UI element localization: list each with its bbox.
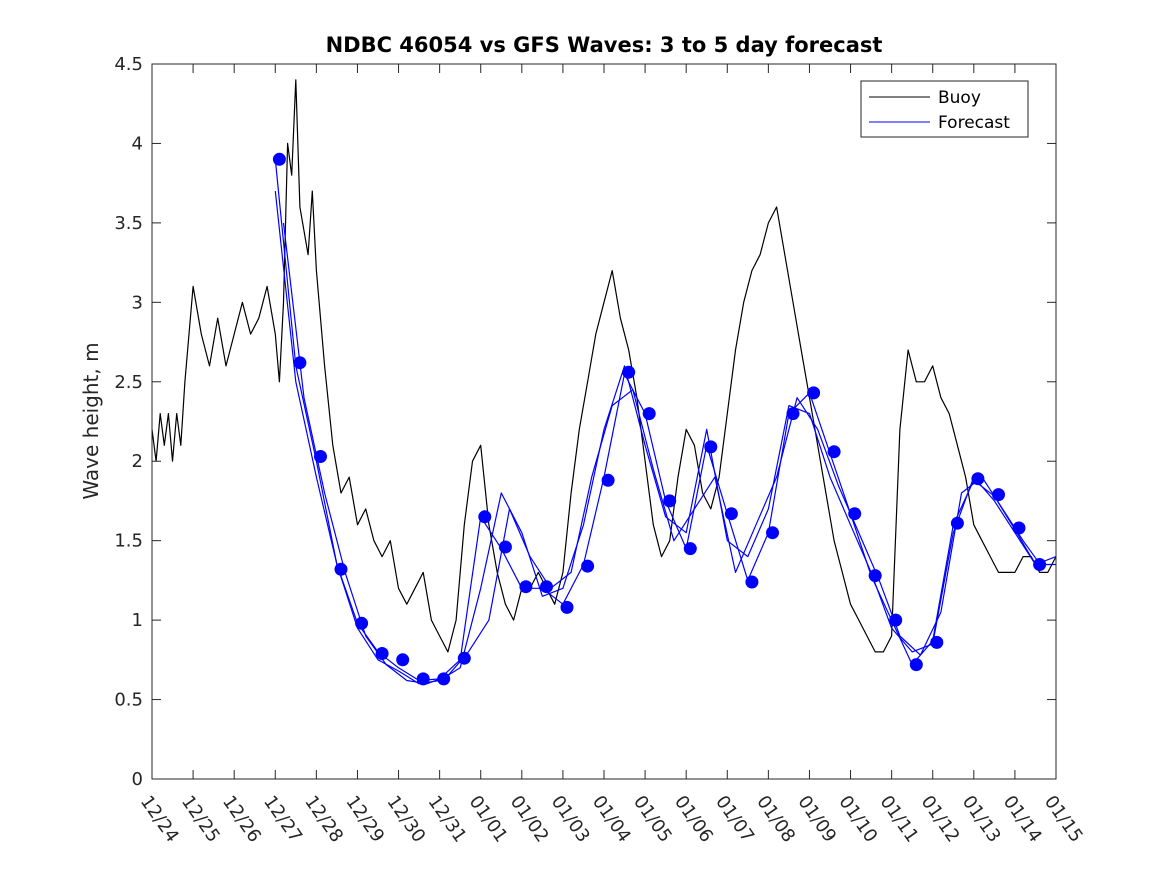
y-axis: 0 0.5 1 1.5 2 2.5 3 3.5 4 4.5 xyxy=(114,54,1056,790)
forecast-marker xyxy=(724,507,738,521)
series-line-3 xyxy=(282,222,1045,685)
y-tick-label: 2 xyxy=(132,451,143,472)
forecast-marker xyxy=(601,473,615,487)
plot-area xyxy=(151,79,1057,686)
forecast-marker xyxy=(334,562,348,576)
forecast-marker xyxy=(807,386,821,400)
forecast-marker xyxy=(437,672,451,686)
forecast-marker xyxy=(889,613,903,627)
legend: Buoy Forecast xyxy=(860,80,1029,138)
forecast-marker xyxy=(622,365,636,379)
forecast-marker xyxy=(457,651,471,665)
y-tick-label: 0 xyxy=(132,769,143,790)
series-line-2 xyxy=(274,191,1056,685)
legend-label-forecast: Forecast xyxy=(938,113,1010,133)
forecast-marker xyxy=(827,445,841,459)
forecast-marker xyxy=(1033,558,1047,571)
forecast-marker xyxy=(971,472,985,486)
legend-box xyxy=(860,80,1029,138)
forecast-marker xyxy=(930,635,944,649)
forecast-marker xyxy=(950,516,964,530)
y-tick-label: 4.5 xyxy=(114,54,143,75)
y-tick-label: 1 xyxy=(132,610,143,631)
forecast-marker xyxy=(416,672,430,686)
forecast-marker xyxy=(786,407,800,421)
marker-layer xyxy=(272,152,1047,686)
forecast-marker xyxy=(766,526,779,540)
forecast-marker xyxy=(560,600,574,614)
forecast-marker xyxy=(1012,521,1026,535)
y-tick-label: 3.5 xyxy=(114,213,143,234)
forecast-marker xyxy=(498,540,512,554)
legend-label-buoy: Buoy xyxy=(938,88,981,108)
y-axis-label: Wave height, m xyxy=(79,342,103,499)
forecast-marker xyxy=(868,569,882,583)
chart-title: NDBC 46054 vs GFS Waves: 3 to 5 day fore… xyxy=(326,33,883,57)
forecast-marker xyxy=(663,494,677,508)
forecast-marker xyxy=(683,542,697,556)
forecast-marker xyxy=(581,559,595,573)
forecast-marker xyxy=(355,616,369,630)
forecast-marker xyxy=(848,507,862,521)
forecast-marker xyxy=(992,488,1005,502)
forecast-marker xyxy=(745,575,759,589)
forecast-marker xyxy=(540,580,553,594)
y-tick-label: 4 xyxy=(132,133,143,154)
forecast-marker xyxy=(314,450,327,463)
y-tick-label: 0.5 xyxy=(114,690,143,711)
forecast-marker xyxy=(293,356,307,370)
forecast-marker xyxy=(909,658,923,672)
forecast-marker xyxy=(396,653,410,667)
y-tick-label: 1.5 xyxy=(114,531,143,552)
forecast-marker xyxy=(272,152,286,166)
forecast-marker xyxy=(642,407,656,421)
forecast-marker xyxy=(478,510,492,524)
forecast-marker xyxy=(519,580,533,594)
y-tick-label: 2.5 xyxy=(114,372,143,393)
series-line-0 xyxy=(151,79,1057,653)
forecast-marker xyxy=(375,647,389,660)
forecast-marker xyxy=(704,440,718,454)
y-tick-label: 3 xyxy=(132,292,143,313)
